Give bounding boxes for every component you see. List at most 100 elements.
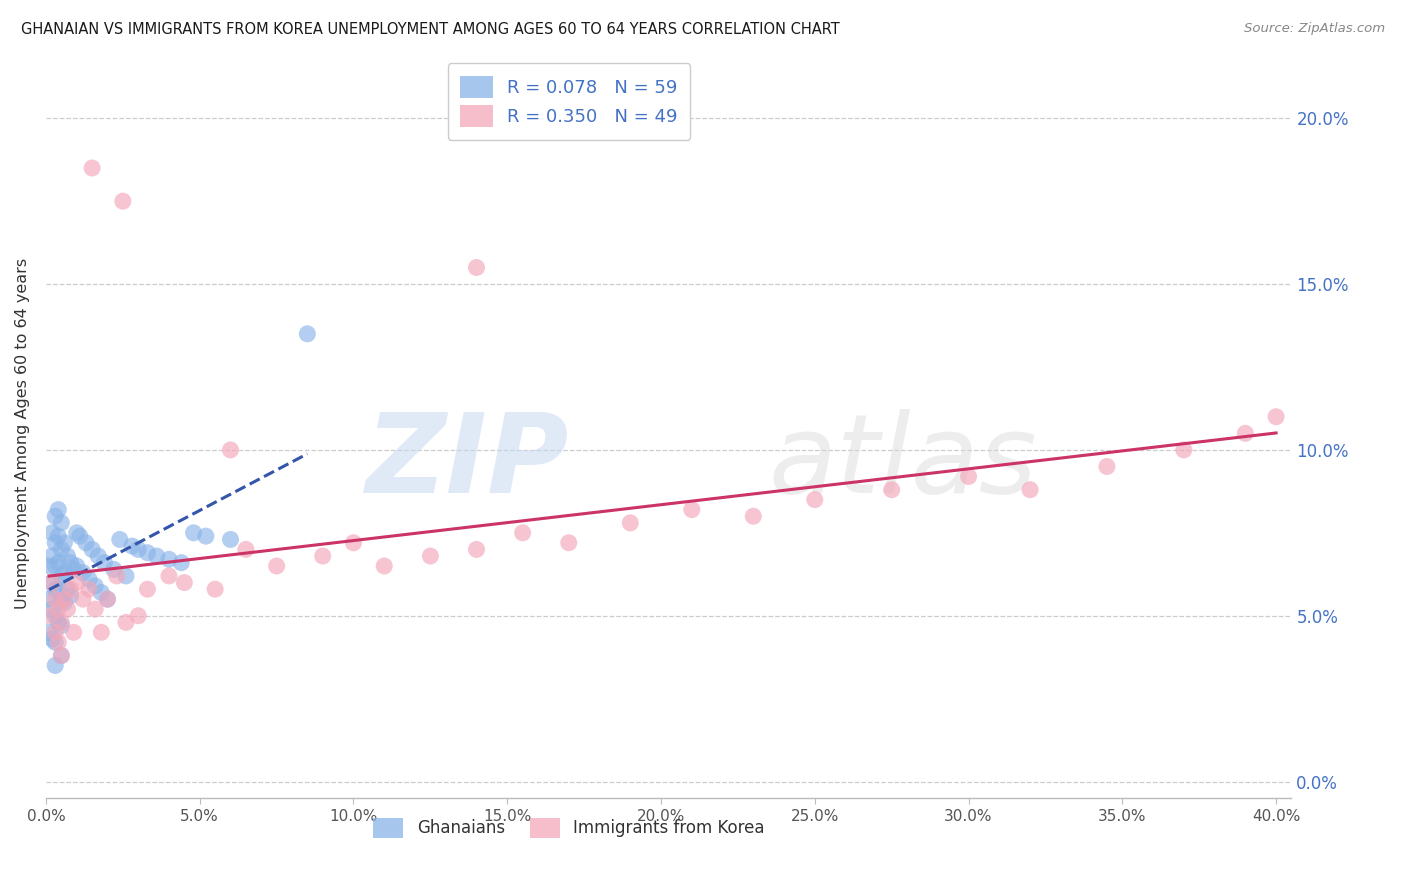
Text: Source: ZipAtlas.com: Source: ZipAtlas.com [1244,22,1385,36]
Point [41,632,63,646]
Point [219,442,242,457]
Point [957,469,980,483]
Point [127,542,149,557]
Point [84,602,107,616]
Point [96,592,118,607]
Point [44,635,66,649]
Point [66,559,89,574]
Point [465,260,488,275]
Point [41,602,63,616]
Point [312,549,335,563]
Point [46,602,69,616]
Point [51,618,73,632]
Point [38,608,60,623]
Point [46,582,69,597]
Point [41,549,63,563]
Point [51,648,73,663]
Point [53,595,76,609]
Point [121,539,143,553]
Point [127,608,149,623]
Point [90,585,112,599]
Y-axis label: Unemployment Among Ages 60 to 64 years: Unemployment Among Ages 60 to 64 years [15,258,30,609]
Point [53,592,76,607]
Point [170,556,193,570]
Point [235,542,257,557]
Point [136,582,159,597]
Point [66,575,89,590]
Point [46,615,69,630]
Text: atlas: atlas [768,409,1038,516]
Point [44,608,66,623]
Point [619,516,641,530]
Point [38,559,60,574]
Point [77,572,100,586]
Point [53,535,76,549]
Point [194,529,217,543]
Point [51,516,73,530]
Point [82,542,104,557]
Point [558,535,581,549]
Point [342,535,364,549]
Point [373,559,395,574]
Point [56,582,79,597]
Point [804,492,827,507]
Point [157,569,180,583]
Legend: Ghanaians, Immigrants from Korea: Ghanaians, Immigrants from Korea [367,811,772,845]
Point [44,509,66,524]
Point [46,556,69,570]
Point [56,549,79,563]
Point [96,592,118,607]
Point [742,509,765,524]
Point [103,562,125,576]
Point [82,161,104,175]
Point [38,625,60,640]
Text: GHANAIAN VS IMMIGRANTS FROM KOREA UNEMPLOYMENT AMONG AGES 60 TO 64 YEARS CORRELA: GHANAIAN VS IMMIGRANTS FROM KOREA UNEMPL… [21,22,839,37]
Point [93,556,115,570]
Point [266,559,288,574]
Point [66,525,89,540]
Point [219,533,242,547]
Point [56,602,79,616]
Point [38,592,60,607]
Point [1265,409,1288,424]
Point [1095,459,1118,474]
Point [51,592,73,607]
Point [84,579,107,593]
Point [145,549,167,563]
Point [1173,442,1195,457]
Point [75,535,97,549]
Point [105,569,128,583]
Point [108,533,131,547]
Point [72,566,94,580]
Point [51,648,73,663]
Point [44,535,66,549]
Point [512,525,534,540]
Point [173,575,195,590]
Point [59,589,82,603]
Point [46,635,69,649]
Point [44,582,66,597]
Point [77,582,100,597]
Point [44,658,66,673]
Point [115,615,138,630]
Point [53,566,76,580]
Point [136,546,159,560]
Point [44,592,66,607]
Point [87,549,110,563]
Point [41,575,63,590]
Point [41,525,63,540]
Point [59,556,82,570]
Point [46,502,69,516]
Point [297,326,319,341]
Point [46,529,69,543]
Point [111,194,134,209]
Point [115,569,138,583]
Point [51,542,73,557]
Point [62,562,84,576]
Point [51,615,73,630]
Point [44,559,66,574]
Point [681,502,703,516]
Point [157,552,180,566]
Point [465,542,488,557]
Text: ZIP: ZIP [366,409,569,516]
